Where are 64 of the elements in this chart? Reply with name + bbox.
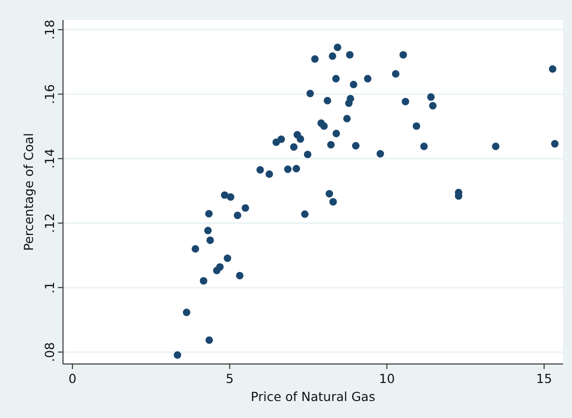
point [328, 52, 336, 60]
point [332, 74, 340, 82]
point [392, 70, 400, 78]
point [306, 90, 314, 98]
point [301, 210, 309, 218]
point [311, 55, 319, 63]
point [345, 99, 353, 107]
point [256, 166, 264, 174]
point [320, 122, 328, 130]
point [551, 140, 559, 148]
point [350, 80, 358, 88]
point [352, 142, 360, 150]
point [304, 150, 312, 158]
point [412, 122, 420, 130]
point [266, 170, 274, 178]
point [376, 150, 384, 158]
point [400, 51, 407, 59]
point [420, 142, 428, 150]
y-tick-label: .14 [42, 148, 57, 169]
point [324, 96, 332, 104]
y-tick-label: .18 [42, 20, 57, 40]
y-tick-label: .08 [42, 342, 57, 362]
point [346, 51, 354, 59]
point [292, 164, 300, 172]
point [236, 272, 244, 280]
point [364, 74, 372, 82]
point [329, 198, 337, 206]
point [492, 142, 500, 150]
y-tick-label: .12 [42, 213, 57, 234]
point [429, 102, 437, 110]
point [200, 277, 208, 285]
point [332, 130, 340, 138]
point [402, 98, 410, 106]
point [182, 308, 190, 316]
point [327, 141, 335, 149]
point [174, 351, 182, 359]
point [334, 44, 342, 52]
point [220, 191, 228, 199]
x-tick-label: 10 [378, 371, 395, 386]
point [343, 114, 351, 122]
point [206, 236, 214, 244]
point [226, 193, 234, 201]
point [213, 266, 221, 274]
x-tick-label: 0 [68, 371, 76, 386]
point [205, 336, 213, 344]
point [242, 204, 250, 212]
y-axis-title: Percentage of Coal [21, 133, 36, 251]
point [427, 93, 435, 101]
point [284, 166, 292, 174]
point [204, 226, 212, 234]
point [224, 254, 232, 262]
point [290, 143, 298, 151]
x-axis-title: Price of Natural Gas [250, 389, 376, 404]
point [296, 135, 304, 143]
x-tick-label: 5 [226, 371, 234, 386]
x-tick-label: 15 [536, 371, 552, 386]
point [205, 210, 213, 218]
point [548, 65, 556, 73]
y-tick-label: .16 [42, 84, 57, 104]
y-tick-label: .1 [42, 282, 57, 294]
point [234, 212, 242, 220]
point [277, 136, 285, 144]
point [192, 245, 200, 253]
point [326, 190, 334, 198]
